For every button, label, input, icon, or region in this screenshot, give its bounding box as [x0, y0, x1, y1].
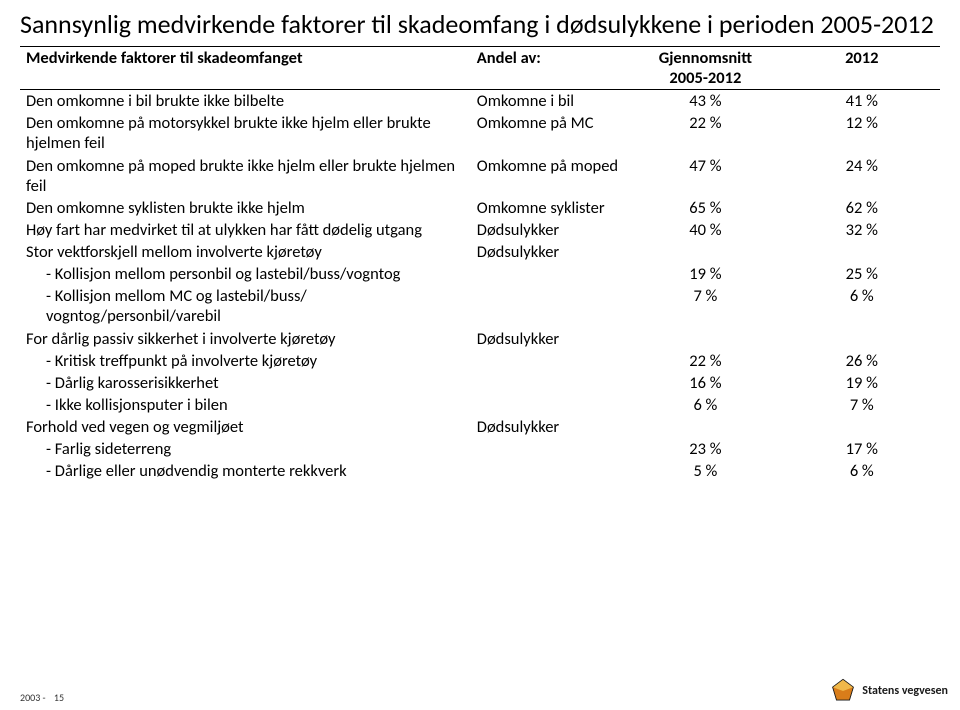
table-row: Den omkomne på moped brukte ikke hjelm e… — [20, 155, 940, 197]
th-factor: Medvirkende faktorer til skadeomfanget — [20, 46, 471, 89]
cell-gjennomsnitt: 5 % — [627, 460, 783, 482]
cell-gjennomsnitt — [627, 241, 783, 263]
cell-2012: 24 % — [784, 155, 940, 197]
cell-gjennomsnitt: 43 % — [627, 90, 783, 113]
cell-factor: Kollisjon mellom MC og lastebil/buss/ vo… — [20, 285, 471, 327]
cell-2012: 62 % — [784, 197, 940, 219]
cell-andel — [471, 285, 627, 327]
cell-2012 — [784, 241, 940, 263]
cell-gjennomsnitt: 22 % — [627, 112, 783, 154]
footer-right: Statens vegvesen — [830, 678, 948, 704]
cell-gjennomsnitt — [627, 328, 783, 350]
cell-2012: 17 % — [784, 438, 940, 460]
table-row: Kollisjon mellom MC og lastebil/buss/ vo… — [20, 285, 940, 327]
cell-2012: 6 % — [784, 460, 940, 482]
th-gjen: Gjennomsnitt 2005-2012 — [627, 46, 783, 89]
cell-andel: Omkomne på MC — [471, 112, 627, 154]
footer-page: 15 — [54, 691, 64, 704]
cell-andel: Dødsulykker — [471, 416, 627, 438]
cell-2012: 19 % — [784, 372, 940, 394]
cell-gjennomsnitt — [627, 416, 783, 438]
table-header-row: Medvirkende faktorer til skadeomfanget A… — [20, 46, 940, 89]
table-row: Forhold ved vegen og vegmiljøetDødsulykk… — [20, 416, 940, 438]
cell-2012: 25 % — [784, 263, 940, 285]
cell-gjennomsnitt: 22 % — [627, 350, 783, 372]
cell-andel — [471, 350, 627, 372]
th-andel: Andel av: — [471, 46, 627, 89]
cell-factor: For dårlig passiv sikkerhet i involverte… — [20, 328, 471, 350]
cell-andel: Omkomne syklister — [471, 197, 627, 219]
cell-factor: Farlig sideterreng — [20, 438, 471, 460]
cell-gjennomsnitt: 16 % — [627, 372, 783, 394]
table-row: Ikke kollisjonsputer i bilen 6 %7 % — [20, 394, 940, 416]
cell-factor: Den omkomne på motorsykkel brukte ikke h… — [20, 112, 471, 154]
cell-andel: Dødsulykker — [471, 219, 627, 241]
page-title: Sannsynlig medvirkende faktorer til skad… — [0, 0, 960, 46]
th-gjen-l1: Gjennomsnitt — [659, 48, 752, 68]
factors-table: Medvirkende faktorer til skadeomfanget A… — [20, 46, 940, 483]
cell-factor: Dårlig karosserisikkerhet — [20, 372, 471, 394]
cell-factor: Stor vektforskjell mellom involverte kjø… — [20, 241, 471, 263]
cell-factor: Ikke kollisjonsputer i bilen — [20, 394, 471, 416]
cell-andel: Dødsulykker — [471, 328, 627, 350]
table-row: Den omkomne på motorsykkel brukte ikke h… — [20, 112, 940, 154]
cell-gjennomsnitt: 19 % — [627, 263, 783, 285]
cell-andel — [471, 438, 627, 460]
table-container: Medvirkende faktorer til skadeomfanget A… — [0, 46, 960, 483]
cell-gjennomsnitt: 47 % — [627, 155, 783, 197]
table-row: Den omkomne i bil brukte ikke bilbelteOm… — [20, 90, 940, 113]
cell-andel: Dødsulykker — [471, 241, 627, 263]
table-row: Høy fart har medvirket til at ulykken ha… — [20, 219, 940, 241]
cell-andel: Omkomne i bil — [471, 90, 627, 113]
cell-2012: 7 % — [784, 394, 940, 416]
logo-icon — [830, 678, 856, 704]
cell-andel — [471, 263, 627, 285]
table-row: Kollisjon mellom personbil og lastebil/b… — [20, 263, 940, 285]
cell-gjennomsnitt: 23 % — [627, 438, 783, 460]
table-row: For dårlig passiv sikkerhet i involverte… — [20, 328, 940, 350]
cell-gjennomsnitt: 65 % — [627, 197, 783, 219]
cell-2012: 12 % — [784, 112, 940, 154]
table-row: Den omkomne syklisten brukte ikke hjelmO… — [20, 197, 940, 219]
cell-factor: Forhold ved vegen og vegmiljøet — [20, 416, 471, 438]
cell-2012: 26 % — [784, 350, 940, 372]
cell-2012 — [784, 328, 940, 350]
cell-2012: 41 % — [784, 90, 940, 113]
table-body: Den omkomne i bil brukte ikke bilbelteOm… — [20, 90, 940, 483]
cell-gjennomsnitt: 7 % — [627, 285, 783, 327]
footer-prefix: 2003 - — [20, 691, 46, 704]
cell-factor: Høy fart har medvirket til at ulykken ha… — [20, 219, 471, 241]
cell-gjennomsnitt: 40 % — [627, 219, 783, 241]
cell-factor: Kritisk treffpunkt på involverte kjøretø… — [20, 350, 471, 372]
table-row: Dårlig karosserisikkerhet 16 %19 % — [20, 372, 940, 394]
cell-factor: Den omkomne på moped brukte ikke hjelm e… — [20, 155, 471, 197]
cell-gjennomsnitt: 6 % — [627, 394, 783, 416]
cell-factor: Dårlige eller unødvendig monterte rekkve… — [20, 460, 471, 482]
cell-factor: Kollisjon mellom personbil og lastebil/b… — [20, 263, 471, 285]
cell-andel — [471, 394, 627, 416]
table-row: Dårlige eller unødvendig monterte rekkve… — [20, 460, 940, 482]
th-gjen-l2: 2005-2012 — [669, 68, 741, 88]
cell-andel — [471, 372, 627, 394]
cell-2012: 32 % — [784, 219, 940, 241]
table-row: Stor vektforskjell mellom involverte kjø… — [20, 241, 940, 263]
footer-left: 2003 - 15 — [20, 691, 64, 704]
th-2012: 2012 — [784, 46, 940, 89]
cell-2012 — [784, 416, 940, 438]
cell-factor: Den omkomne i bil brukte ikke bilbelte — [20, 90, 471, 113]
table-row: Kritisk treffpunkt på involverte kjøretø… — [20, 350, 940, 372]
cell-factor: Den omkomne syklisten brukte ikke hjelm — [20, 197, 471, 219]
cell-andel: Omkomne på moped — [471, 155, 627, 197]
footer-org: Statens vegvesen — [862, 684, 948, 698]
cell-andel — [471, 460, 627, 482]
table-row: Farlig sideterreng 23 %17 % — [20, 438, 940, 460]
cell-2012: 6 % — [784, 285, 940, 327]
